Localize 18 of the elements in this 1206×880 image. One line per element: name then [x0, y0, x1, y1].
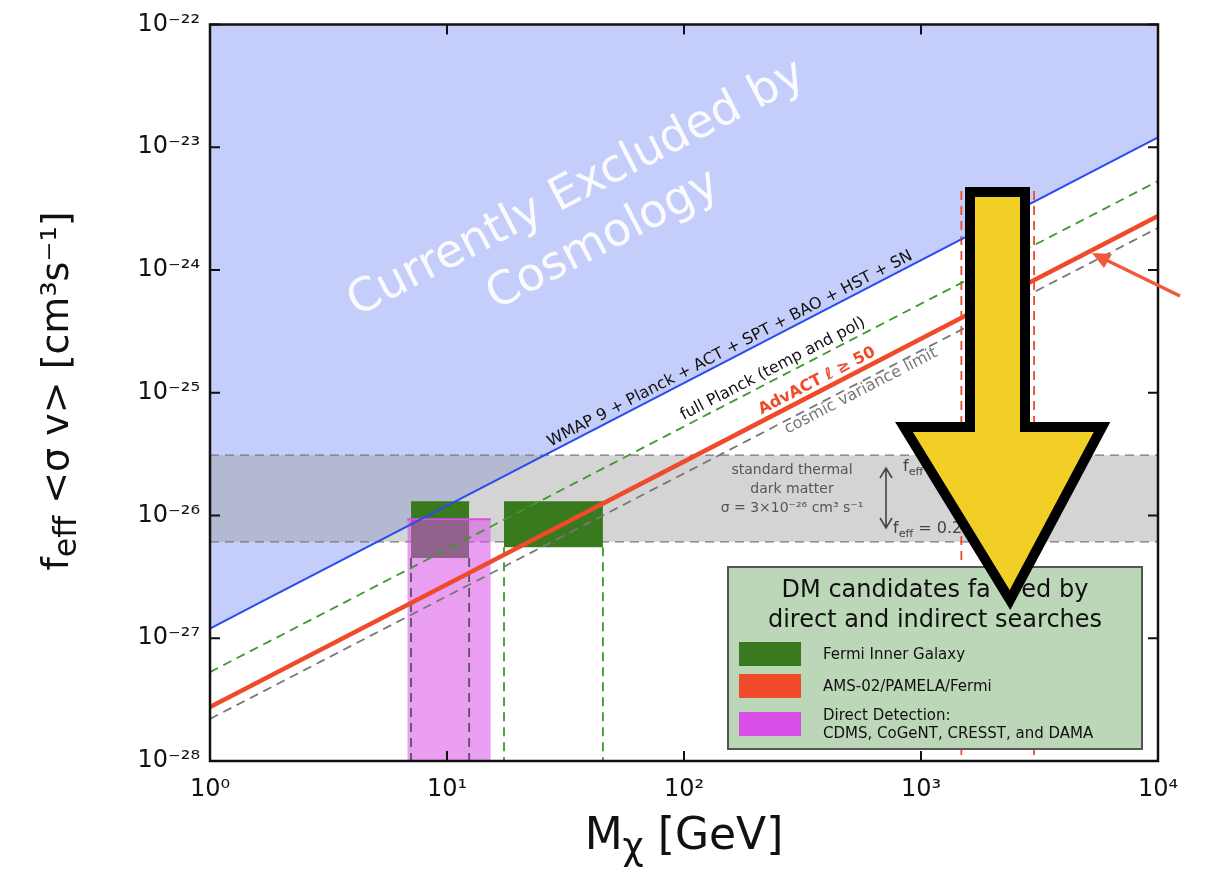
y-tick-label: 10⁻²³	[137, 131, 200, 160]
legend-label: Direct Detection: CDMS, CoGeNT, CRESST, and DAMA	[823, 706, 1094, 742]
x-tick-label: 10¹	[426, 773, 468, 802]
x-tick-label: 10²	[663, 773, 705, 802]
y-tick-label: 10⁻²²	[137, 8, 200, 37]
x-tick-label: 10⁴	[1137, 773, 1179, 802]
y-tick-label: 10⁻²⁷	[137, 622, 200, 651]
y-tick-label: 10⁻²⁶	[137, 499, 200, 528]
x-tick-label: 10³	[900, 773, 942, 802]
y-tick-label: 10⁻²⁸	[137, 745, 200, 774]
x-axis-title: M$_{χ}$ [GeV]	[584, 808, 784, 868]
y-tick-label: 10⁻²⁵	[137, 376, 200, 405]
x-tick-label: 10⁰	[189, 773, 231, 802]
y-tick-label: 10⁻²⁴	[137, 254, 200, 283]
legend-title: DM candidates fa ed by direct and indirect searches	[766, 574, 1104, 634]
legend-label: AMS-02/PAMELA/Fermi	[823, 677, 992, 695]
annotation: standard thermal dark matter σ = 3×10⁻²⁶ cm³ s⁻¹	[720, 460, 864, 515]
legend-label: Fermi Inner Galaxy	[823, 645, 966, 663]
